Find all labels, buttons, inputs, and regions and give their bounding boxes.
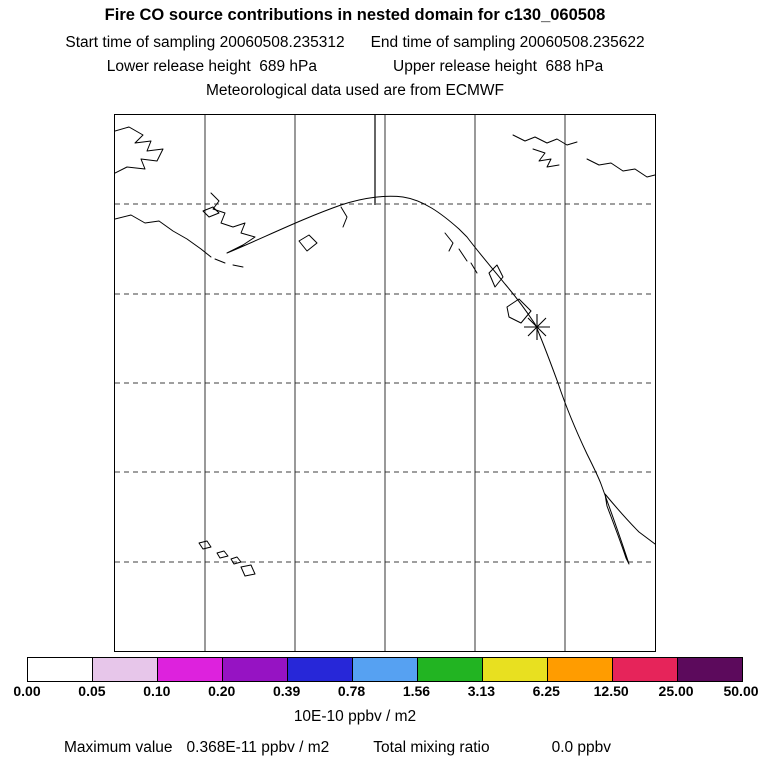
colorbar-tick-label: 0.00 [13,683,41,699]
coastline-arctic-canada [512,134,655,178]
islands-alexander-archipelago [444,232,478,274]
colorbar-segment [93,658,158,681]
island-st-lawrence [202,206,220,218]
colorbar-segment [483,658,548,681]
colorbar-tick-label: 25.00 [658,683,694,699]
colorbar-tick-label: 3.13 [467,683,495,699]
page-title: Fire CO source contributions in nested d… [104,6,606,24]
colorbar-segment [28,658,93,681]
colorbar-tick-label: 0.05 [78,683,106,699]
coastline-chukotka-north [115,126,164,174]
colorbar-tick-label: 1.56 [402,683,431,699]
island-vancouver [506,298,532,324]
map-grid [115,115,655,651]
total-mixing-ratio-label: Total mixing ratio [373,739,490,756]
colorbar-tick-label: 0.20 [208,683,236,699]
colorbar-tick-label: 6.25 [532,683,560,699]
island-kodiak [298,234,318,252]
coastlines [115,126,655,577]
coastline-chukotka-south [115,214,212,258]
end-time-label: End time of sampling 20060508.235622 [370,34,645,51]
colorbar-segment [678,658,742,681]
sampling-time-line: Start time of sampling 20060508.235312 E… [0,34,710,52]
colorbar-tick-label: 0.78 [337,683,366,699]
colorbar-segment [223,658,288,681]
colorbar-segment [158,658,223,681]
colorbar-tick-label: 0.10 [143,683,171,699]
colorbar-segment [418,658,483,681]
maximum-value-label: Maximum value [64,739,173,756]
total-mixing-ratio-value: 0.0 ppbv [551,739,612,756]
upper-release-label: Upper release height 688 hPa [393,58,604,75]
colorbar-segment [288,658,353,681]
colorbar [27,657,743,682]
start-time-label: Start time of sampling 20060508.235312 [65,34,345,51]
release-height-line: Lower release height 689 hPa Upper relea… [0,58,710,76]
colorbar-units-label: 10E-10 ppbv / m2 [293,708,417,725]
colorbar-tick-label: 50.00 [723,683,759,699]
release-marker-icon [524,314,550,340]
met-data-label: Meteorological data used are from ECMWF [205,82,505,99]
map-panel [114,114,656,652]
maximum-value: 0.368E-11 ppbv / m2 [186,739,330,756]
coastline-cook-inlet [340,206,348,228]
lower-release-label: Lower release height 689 hPa [106,58,317,75]
coastline-north-america [210,192,655,565]
island-haida-gwaii [488,264,504,288]
map-canvas [115,115,655,651]
islands-hawaii [198,540,256,577]
colorbar-segment [613,658,678,681]
colorbar-tick-label: 0.39 [273,683,301,699]
colorbar-ticks: 0.00 0.05 0.10 0.20 0.39 0.78 1.56 3.13 6.25 12.5… [13,683,758,699]
colorbar-segment [548,658,613,681]
colorbar-tick-label: 12.50 [593,683,629,699]
colorbar-segment [353,658,418,681]
summary-line: Maximum value 0.368E-11 ppbv / m2 Total … [64,739,611,757]
islands-aleutian [214,258,244,268]
